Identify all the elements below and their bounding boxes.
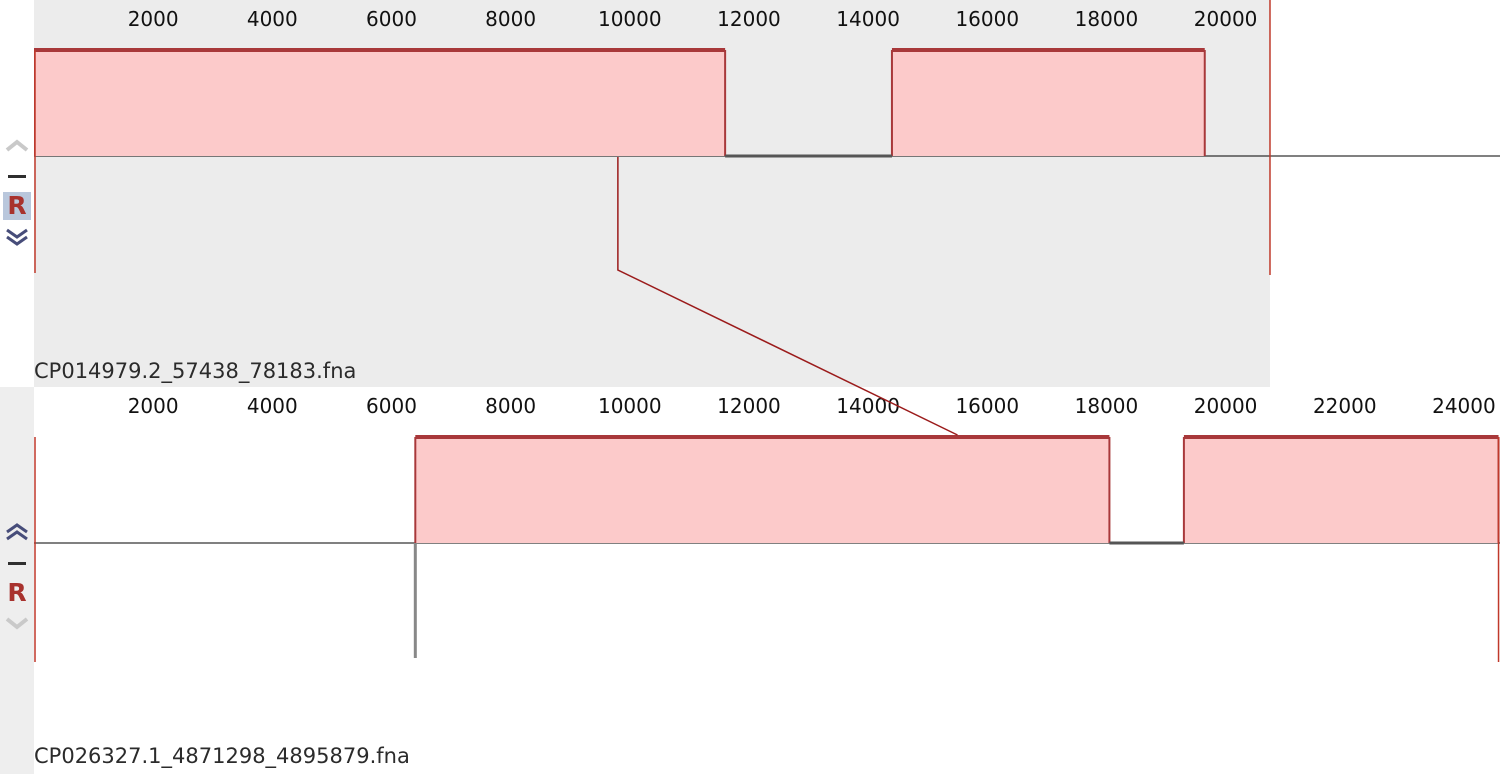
minus-icon	[3, 172, 31, 182]
ruler-tick-label: 22000	[1313, 394, 1377, 418]
lcb-block[interactable]	[891, 50, 1205, 156]
ruler-tick-label: 2000	[128, 7, 179, 31]
ruler-tick-label: 16000	[955, 394, 1019, 418]
lcb-block[interactable]	[415, 437, 1110, 543]
ruler-tick-label: 24000	[1432, 394, 1496, 418]
minus-icon	[3, 559, 31, 569]
reset-button[interactable]: R	[2, 579, 32, 607]
ruler-tick-label: 4000	[247, 394, 298, 418]
sequence-panel-2: R 2000 4000 6000 8000 10000 12000 14000 16000 18…	[0, 387, 1500, 774]
sequence-name-label: CP014979.2_57438_78183.fna	[34, 359, 357, 383]
ruler-tick-label: 10000	[598, 394, 662, 418]
ruler-tick-label: 20000	[1194, 7, 1258, 31]
move-down-icon	[3, 613, 31, 635]
ruler-tick-label: 6000	[366, 394, 417, 418]
move-down-button[interactable]	[2, 611, 32, 637]
lcb-block[interactable]	[1183, 437, 1499, 543]
ruler-tick-label: 18000	[1075, 394, 1139, 418]
move-up-button[interactable]	[2, 519, 32, 545]
move-up-icon	[3, 134, 31, 156]
reset-button[interactable]: R	[2, 192, 32, 220]
ruler-tick-label: 2000	[128, 394, 179, 418]
ruler-tick-label: 12000	[717, 394, 781, 418]
sequence-panel-1: R 2000 4000 6000 8000 10000 12000 14000 16000 18…	[0, 0, 1500, 387]
panel-controls-2: R	[0, 387, 34, 774]
ruler-tick-label: 10000	[598, 7, 662, 31]
move-down-icon	[3, 226, 31, 248]
move-up-button[interactable]	[2, 132, 32, 158]
ruler-tick-label: 20000	[1194, 394, 1258, 418]
ruler-tick-label: 8000	[485, 7, 536, 31]
reset-icon: R	[3, 192, 31, 220]
lcb-block[interactable]	[34, 50, 726, 156]
alignment-track-2[interactable]: 2000 4000 6000 8000 10000 12000 14000 16000 1800…	[34, 387, 1500, 774]
ruler-tick-label: 6000	[366, 7, 417, 31]
alignment-track-1[interactable]: 2000 4000 6000 8000 10000 12000 14000 16000 1800…	[34, 0, 1500, 387]
ruler-tick-label: 18000	[1075, 7, 1139, 31]
sequence-name-label: CP026327.1_4871298_4895879.fna	[34, 744, 410, 768]
ruler-tick-label: 14000	[836, 7, 900, 31]
move-down-button[interactable]	[2, 224, 32, 250]
panel-controls-1: R	[0, 0, 34, 387]
reset-icon: R	[7, 578, 27, 607]
ruler-tick-label: 4000	[247, 7, 298, 31]
ruler-tick-label: 16000	[955, 7, 1019, 31]
hide-track-button[interactable]	[2, 551, 32, 577]
ruler-background	[34, 0, 1270, 34]
ruler-tick-label: 12000	[717, 7, 781, 31]
ruler-tick-label: 8000	[485, 394, 536, 418]
ruler-tick-label: 14000	[836, 394, 900, 418]
move-up-icon	[3, 521, 31, 543]
hide-track-button[interactable]	[2, 164, 32, 190]
